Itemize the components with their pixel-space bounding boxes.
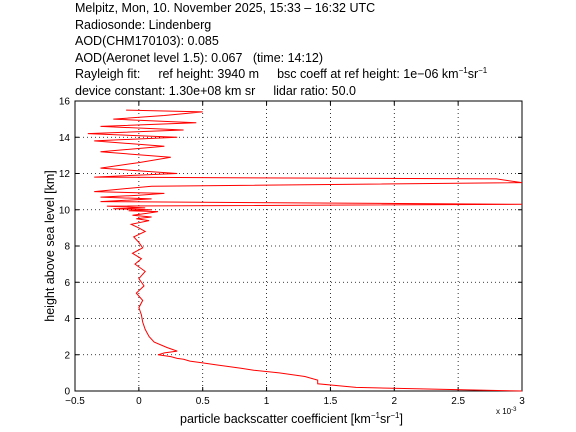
x-axis-label: particle backscatter coefficient [km−1sr…	[180, 411, 403, 426]
aod-chm-line: AOD(CHM170103): 0.085	[75, 34, 219, 48]
x-tick-label: 0	[136, 396, 142, 407]
x-tick-label: 0.5	[196, 396, 210, 407]
y-tick-label: 10	[59, 205, 71, 216]
x-tick-label: 1.5	[323, 396, 337, 407]
lidar-ratio: lidar ratio: 50.0	[273, 83, 356, 98]
x-tick-label: 2	[392, 396, 398, 407]
radiosonde-line: Radiosonde: Lindenberg	[75, 17, 212, 32]
y-tick-label: 16	[59, 97, 71, 108]
y-tick-label: 0	[64, 387, 70, 398]
device-constant: device constant: 1.30e+08 km sr	[75, 83, 256, 98]
x-axis-exponent: x 10-3	[496, 407, 517, 416]
x-tick-label: 1	[264, 396, 270, 407]
rayleigh-fit-line: Rayleigh fit: ref height: 3940 m bsc coeff…	[75, 66, 488, 82]
chart-header: Melpitz, Mon, 10. November 2025, 15:33 –…	[75, 0, 570, 99]
axis-ticks	[74, 100, 523, 392]
bsc-coeff: bsc coeff at ref height: 1e−06 km	[277, 67, 459, 81]
aod-aeronet-line: AOD(Aeronet level 1.5): 0.067 (time: 14:…	[75, 50, 570, 67]
grid-lines	[75, 101, 522, 391]
device-constant-line: device constant: 1.30e+08 km sr lidar rat…	[75, 83, 570, 100]
title-line: Melpitz, Mon, 10. November 2025, 15:33 –…	[75, 1, 376, 15]
y-axis-label: height above sea level [km]	[43, 170, 57, 321]
x-tick-label: 2.5	[451, 396, 465, 407]
x-tick-label: 3	[519, 396, 525, 407]
y-tick-label: 6	[64, 278, 70, 289]
aeronet-time: (time: 14:12)	[252, 50, 324, 65]
rayleigh-fit-label: Rayleigh fit:	[75, 67, 141, 81]
y-tick-label: 4	[64, 314, 70, 325]
y-tick-label: 8	[64, 242, 70, 253]
aod-aeronet-value: AOD(Aeronet level 1.5): 0.067	[75, 50, 243, 65]
y-tick-label: 2	[64, 350, 70, 361]
y-tick-label: 14	[59, 133, 71, 144]
ref-height: ref height: 3940 m	[158, 67, 260, 81]
x-tick-label: −0.5	[65, 396, 85, 407]
y-tick-label: 12	[59, 169, 71, 180]
backscatter-series-line	[87, 109, 523, 392]
